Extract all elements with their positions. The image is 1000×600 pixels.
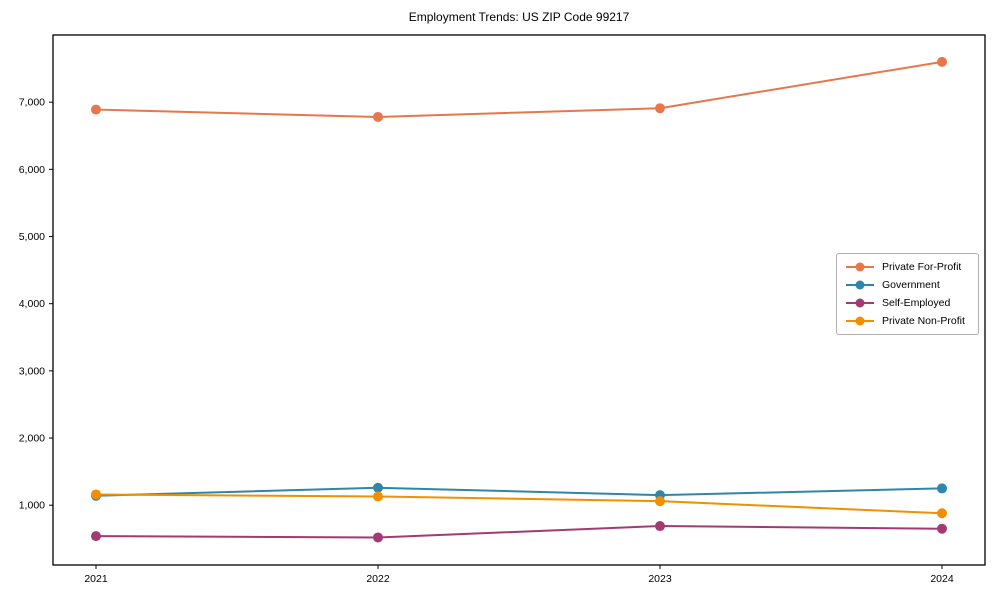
series-line-2 (95, 525, 943, 539)
x-tick-label: 2023 (648, 573, 672, 585)
y-tick-label: 6,000 (19, 164, 45, 176)
series-line-1 (95, 486, 943, 497)
data-point (655, 496, 665, 507)
y-tick-label: 1,000 (19, 500, 45, 512)
legend-marker-icon (846, 262, 874, 272)
legend: Private For-Profit Government Self-Employe… (836, 253, 979, 335)
data-point (373, 111, 383, 122)
legend-label: Self-Employed (882, 297, 951, 309)
legend-marker-icon (846, 298, 874, 308)
data-point (91, 489, 101, 500)
data-point (373, 532, 383, 543)
legend-item: Government (845, 279, 969, 291)
data-point (91, 531, 101, 542)
legend-marker-icon (846, 280, 874, 290)
series-line-3 (95, 493, 943, 515)
legend-label: Private Non-Profit (882, 315, 965, 327)
data-point (655, 521, 665, 532)
plot-border (52, 34, 986, 566)
data-point (937, 508, 947, 519)
y-tick-label: 3,000 (19, 365, 45, 377)
data-point (91, 104, 101, 115)
x-tick-label: 2024 (930, 573, 954, 585)
legend-item: Self-Employed (845, 297, 969, 309)
y-tick-label: 4,000 (19, 298, 45, 310)
y-tick-label: 2,000 (19, 433, 45, 445)
chart-title: Employment Trends: US ZIP Code 99217 (408, 10, 630, 24)
data-point (937, 523, 947, 534)
x-tick-label: 2021 (84, 573, 108, 585)
data-point (373, 482, 383, 493)
legend-item: Private For-Profit (845, 261, 969, 273)
y-tick-label: 5,000 (19, 231, 45, 243)
y-tick-label: 7,000 (19, 97, 45, 109)
x-tick-label: 2022 (366, 573, 390, 585)
legend-label: Government (882, 279, 940, 291)
legend-label: Private For-Profit (882, 261, 962, 273)
data-point (373, 491, 383, 502)
data-point (937, 483, 947, 494)
data-point (937, 56, 947, 67)
legend-marker-icon (846, 316, 874, 326)
data-point (655, 103, 665, 114)
series-line-0 (95, 60, 943, 118)
legend-item: Private Non-Profit (845, 315, 969, 327)
